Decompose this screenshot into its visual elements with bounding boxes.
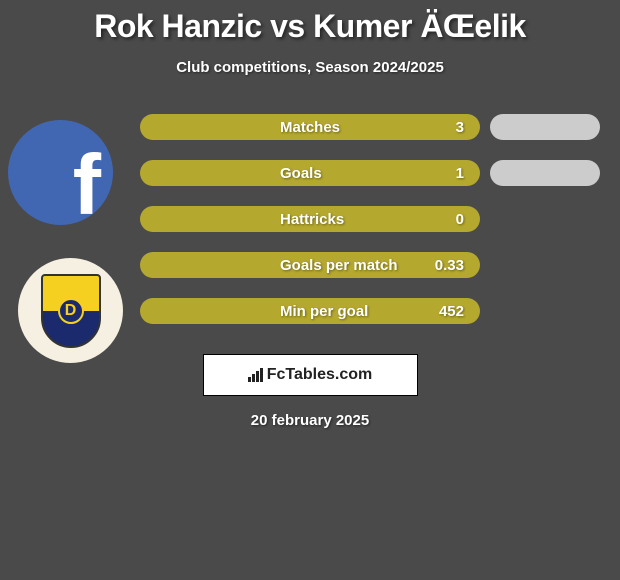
stat-label: Min per goal — [280, 303, 368, 320]
stat-pill-left: Goals 1 — [140, 160, 480, 186]
player2-avatar: D — [18, 258, 123, 363]
club-badge-letter: D — [58, 298, 84, 324]
stat-pill-right — [490, 114, 600, 140]
stat-value-left: 1 — [456, 165, 464, 182]
page-title: Rok Hanzic vs Kumer ÄŒelik — [0, 0, 620, 45]
date-text: 20 february 2025 — [0, 412, 620, 429]
stat-label: Hattricks — [280, 211, 344, 228]
stat-value-left: 3 — [456, 119, 464, 136]
attribution-box: FcTables.com — [203, 354, 418, 396]
stat-value-left: 0.33 — [435, 257, 464, 274]
stat-pill-right — [490, 160, 600, 186]
subtitle: Club competitions, Season 2024/2025 — [0, 59, 620, 76]
stat-label: Matches — [280, 119, 340, 136]
stat-value-left: 452 — [439, 303, 464, 320]
attribution-text: FcTables.com — [267, 366, 373, 384]
chart-icon — [248, 368, 263, 382]
stat-value-left: 0 — [456, 211, 464, 228]
club-badge-icon: D — [41, 274, 101, 348]
player1-avatar: f — [8, 120, 113, 225]
stat-pill-left: Hattricks 0 — [140, 206, 480, 232]
stat-pill-left: Goals per match 0.33 — [140, 252, 480, 278]
stat-pill-left: Matches 3 — [140, 114, 480, 140]
stat-label: Goals — [280, 165, 322, 182]
stat-pill-left: Min per goal 452 — [140, 298, 480, 324]
stat-label: Goals per match — [280, 257, 398, 274]
facebook-icon: f — [73, 137, 101, 225]
